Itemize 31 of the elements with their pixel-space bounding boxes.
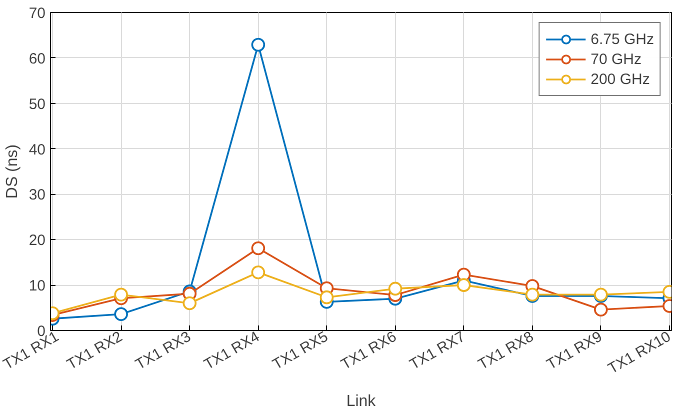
point — [114, 307, 128, 322]
y-tick-label: 70 — [28, 5, 46, 22]
legend-label: 6.75 GHz — [590, 30, 654, 48]
x-tick-label: TX1 RX10 — [605, 328, 674, 378]
x-tick-label: TX1 RX2 — [64, 328, 126, 374]
x-tick-label: TX1 RX3 — [132, 328, 194, 374]
point — [251, 265, 266, 280]
point — [456, 278, 471, 292]
legend-label: 70 GHz — [590, 50, 642, 68]
y-tick-label: 60 — [28, 50, 46, 68]
point — [388, 282, 402, 296]
point — [114, 288, 128, 302]
x-tick-label: TX1 RX5 — [270, 328, 331, 374]
point — [320, 290, 334, 304]
x-tick-label: TX1 RX6 — [338, 328, 400, 374]
x-tick-label: TX1 RX4 — [201, 328, 262, 374]
point — [251, 38, 266, 52]
point — [594, 302, 608, 316]
y-tick-label: 10 — [28, 278, 46, 295]
legend-label: 200 GHz — [590, 70, 650, 88]
x-tick-label: TX1 RX8 — [475, 328, 537, 374]
x-axis-title: Link — [346, 392, 377, 410]
x-tick-label: TX1 RX7 — [406, 328, 468, 374]
y-tick-label: 30 — [28, 186, 46, 204]
y-tick-label: 50 — [28, 96, 46, 113]
y-axis-title: DS (ns) — [4, 144, 21, 199]
y-tick-label: 40 — [28, 141, 46, 158]
point — [251, 241, 266, 256]
y-tick-label: 20 — [28, 232, 46, 250]
point — [182, 296, 197, 310]
x-tick-label: TX1 RX9 — [544, 328, 606, 374]
